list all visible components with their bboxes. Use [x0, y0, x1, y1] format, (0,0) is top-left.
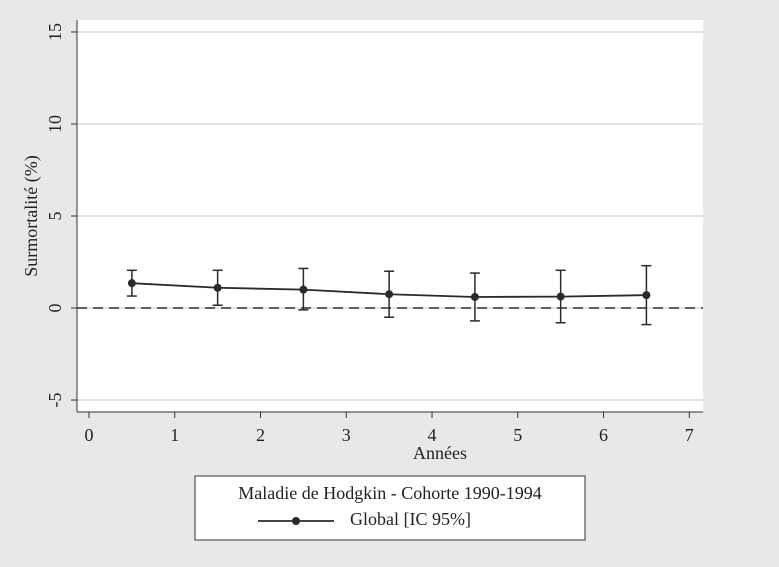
x-tick-label: 0	[85, 425, 94, 445]
x-tick-label: 6	[599, 425, 608, 445]
y-tick-label: -5	[45, 393, 65, 408]
marker	[127, 279, 136, 288]
x-tick-label: 4	[428, 425, 437, 445]
x-tick-label: 5	[513, 425, 522, 445]
x-tick-label: 7	[685, 425, 694, 445]
x-tick-label: 2	[256, 425, 265, 445]
legend-box	[194, 475, 586, 541]
marker	[642, 291, 651, 300]
x-axis-label: Années	[413, 443, 467, 463]
x-tick-label: 3	[342, 425, 351, 445]
y-tick-label: 0	[45, 304, 65, 313]
marker	[470, 292, 479, 301]
marker	[299, 285, 308, 294]
x-tick-label: 1	[170, 425, 179, 445]
legend-marker	[292, 517, 300, 525]
y-tick-label: 15	[45, 23, 65, 41]
legend-label: Global [IC 95%]	[350, 509, 471, 529]
marker	[385, 290, 394, 299]
y-tick-label: 5	[45, 212, 65, 221]
y-tick-label: 10	[45, 115, 65, 133]
marker	[213, 283, 222, 292]
y-axis-label: Surmortalité (%)	[21, 155, 42, 276]
marker	[556, 292, 565, 301]
legend-title: Maladie de Hodgkin - Cohorte 1990-1994	[238, 483, 541, 503]
